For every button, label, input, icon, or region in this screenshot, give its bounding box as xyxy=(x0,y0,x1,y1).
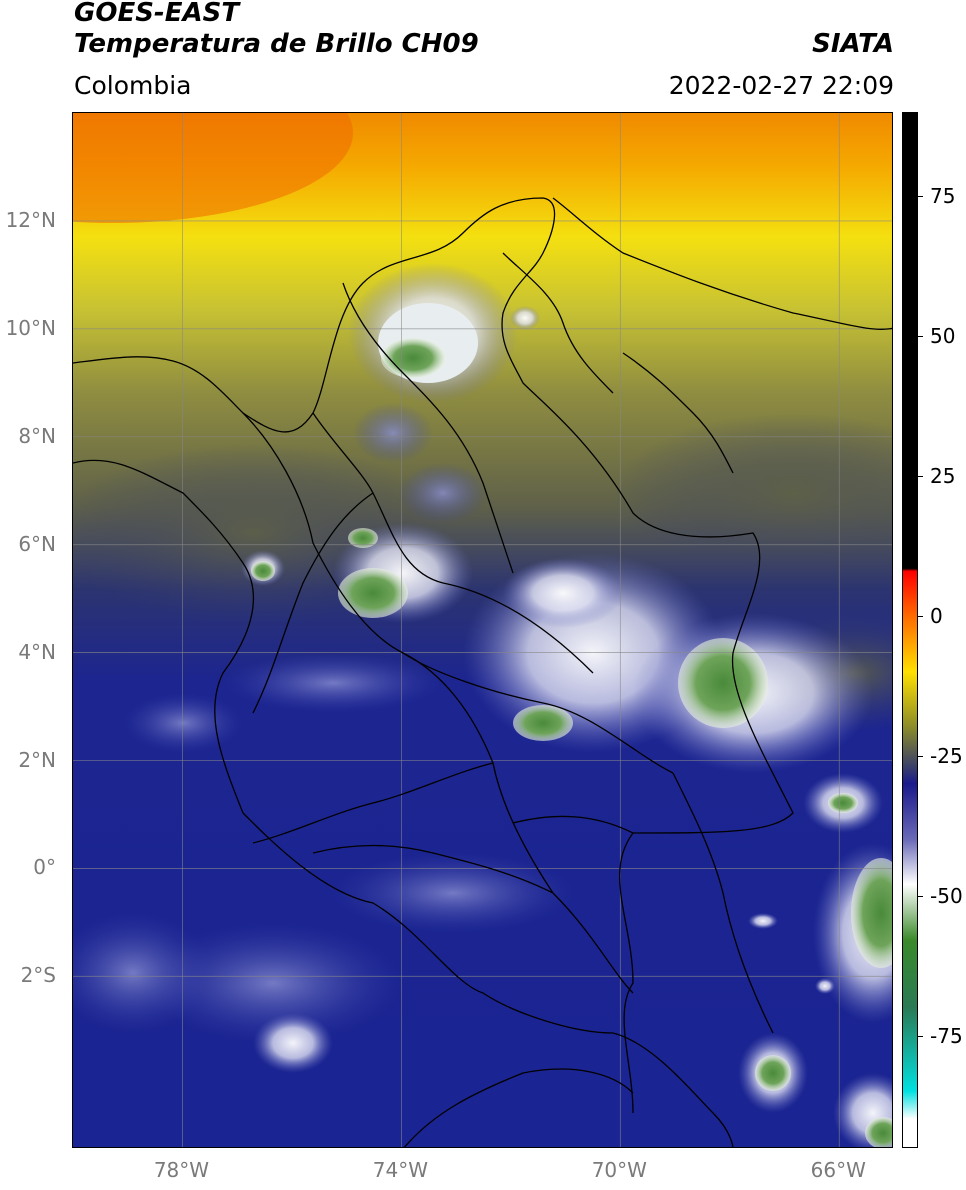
lat-tick-label: 2°N xyxy=(18,747,56,772)
lat-tick-label: 10°N xyxy=(5,315,56,340)
warm-region xyxy=(73,113,353,223)
colorbar-tick-label: 75 xyxy=(930,184,956,208)
lon-tick-label: 74°W xyxy=(372,1158,429,1182)
lon-tick-label: 78°W xyxy=(153,1158,210,1182)
brand-label: SIATA xyxy=(812,29,894,59)
colorbar xyxy=(902,112,918,1148)
region-label: Colombia xyxy=(74,71,192,100)
colorbar-tick-label: -75 xyxy=(930,1024,963,1048)
colorbar-tick-label: -50 xyxy=(930,884,963,908)
lon-tick-label: 70°W xyxy=(591,1158,647,1182)
colorbar-tick-label: 50 xyxy=(930,324,956,348)
colorbar-tick xyxy=(918,336,923,337)
colorbar-tick-label: 0 xyxy=(930,604,943,628)
map-canvas xyxy=(73,113,892,1147)
satellite-map xyxy=(72,112,893,1148)
lat-tick-label: 8°N xyxy=(18,423,56,448)
lon-tick-label: 66°W xyxy=(810,1158,866,1182)
lat-tick-label: 2°S xyxy=(20,963,56,988)
colorbar-tick xyxy=(918,476,923,477)
colorbar-tick xyxy=(918,756,923,757)
title-product: Temperatura de Brillo CH09 xyxy=(74,29,479,59)
lat-tick-label: 6°N xyxy=(18,531,56,556)
colorbar-tick xyxy=(918,616,923,617)
lat-tick-label: 4°N xyxy=(18,639,56,664)
colorbar-tick-label: 25 xyxy=(930,464,956,488)
lat-tick-label: 12°N xyxy=(5,207,56,232)
boundaries xyxy=(73,197,892,1147)
colorbar-tick xyxy=(918,1036,923,1037)
olive-patch xyxy=(613,413,892,573)
cloud-systems xyxy=(73,263,892,1147)
colorbar-tick xyxy=(918,896,923,897)
graticule xyxy=(73,113,892,1147)
lat-tick-label: 0° xyxy=(33,855,56,880)
title-satellite: GOES-EAST xyxy=(74,0,240,28)
timestamp-label: 2022-02-27 22:09 xyxy=(668,71,894,100)
colorbar-tick-label: -25 xyxy=(930,744,963,768)
colorbar-tick xyxy=(918,196,923,197)
